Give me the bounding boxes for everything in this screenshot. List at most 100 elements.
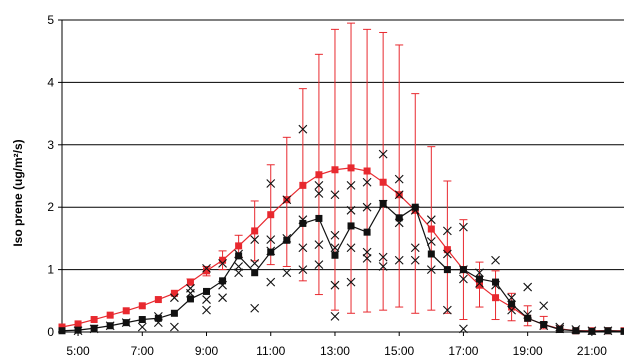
x-marker-stroke — [105, 321, 115, 331]
x-marker-point — [170, 293, 179, 303]
red-square-point — [170, 289, 178, 297]
x-marker-point — [346, 180, 356, 190]
x-marker-stroke — [266, 235, 276, 245]
x-marker-stroke — [410, 243, 420, 253]
y-tick-label: 3 — [47, 138, 54, 152]
axes — [58, 19, 624, 336]
x-marker-point — [282, 268, 292, 278]
x-marker-point — [137, 322, 147, 332]
x-marker-stroke — [266, 277, 276, 287]
x-marker-stroke — [330, 230, 340, 240]
x-marker-stroke — [475, 278, 484, 288]
x-marker-point — [73, 326, 83, 336]
x-marker-point — [442, 226, 452, 236]
black-square-point — [395, 214, 403, 222]
x-marker-point — [507, 293, 516, 303]
x-marker-point — [105, 321, 115, 331]
red-square-point — [267, 211, 275, 219]
tick-labels: 0 1 2 3 4 5 5:00 7:00 9:00 11:00 13:00 15:00 17:00 19… — [47, 13, 607, 358]
x-marker-point — [378, 149, 388, 159]
x-tick-label: 17:00 — [448, 344, 478, 358]
red-square-point — [122, 307, 130, 315]
x-marker-stroke — [426, 265, 436, 274]
x-marker-point — [378, 262, 388, 271]
red-square-point — [203, 267, 211, 275]
x-marker-stroke — [394, 190, 404, 200]
red-series-line — [61, 167, 624, 332]
x-marker-stroke — [587, 326, 597, 336]
x-marker-point — [266, 179, 276, 188]
red-square-point — [363, 167, 371, 175]
x-marker-point — [282, 234, 292, 243]
black-square-point — [508, 300, 516, 308]
black-square-point — [235, 252, 243, 260]
black-square-point — [170, 309, 178, 317]
x-marker-stroke — [442, 249, 452, 259]
x-marker-stroke — [410, 205, 420, 215]
x-marker-point — [298, 124, 308, 134]
black-square-point — [540, 321, 548, 329]
x-marker-point — [282, 195, 292, 205]
x-marker-stroke — [298, 215, 308, 225]
x-marker-point — [410, 243, 420, 253]
x-marker-point — [153, 318, 163, 328]
x-marker-stroke — [523, 310, 533, 319]
x-marker-stroke — [314, 260, 324, 269]
red-square-point — [90, 316, 98, 324]
black-square-point — [411, 203, 419, 211]
x-marker-point — [202, 305, 211, 315]
x-marker-stroke — [442, 226, 452, 236]
x-marker-point — [555, 322, 565, 332]
x-marker-point — [346, 205, 356, 215]
x-marker-point — [426, 237, 436, 246]
x-marker-point — [459, 265, 468, 274]
x-marker-point — [378, 252, 388, 262]
black-square-point — [186, 295, 194, 303]
x-marker-stroke — [394, 174, 404, 184]
x-marker-point — [266, 246, 276, 256]
red-square-point — [154, 296, 162, 304]
x-marker-point — [571, 325, 581, 334]
black-square-point — [620, 327, 624, 335]
red-square-point — [475, 281, 483, 289]
x-marker-point — [523, 310, 533, 319]
black-square-point — [475, 275, 483, 283]
x-marker-stroke — [555, 324, 565, 334]
y-axis-title: Iso prene (ug/m²/s) — [11, 139, 25, 246]
x-marker-point — [603, 326, 613, 336]
x-marker-stroke — [346, 277, 356, 287]
red-square-point — [331, 166, 339, 174]
x-marker-stroke — [282, 234, 292, 243]
x-marker-point — [394, 255, 404, 265]
x-marker-point — [442, 249, 452, 259]
x-marker-point — [186, 283, 195, 293]
x-marker-stroke — [89, 324, 99, 334]
x-marker-stroke — [459, 265, 468, 274]
x-marker-point — [314, 260, 324, 269]
x-marker-point — [314, 180, 324, 190]
x-marker-point — [410, 255, 420, 265]
x-marker-stroke — [362, 177, 372, 187]
x-marker-point — [121, 318, 131, 328]
x-marker-stroke — [603, 326, 613, 336]
x-marker-stroke — [555, 322, 565, 332]
x-marker-point — [330, 280, 340, 290]
black-square-point — [267, 248, 275, 256]
x-marker-point — [250, 235, 260, 245]
x-marker-point — [394, 190, 404, 200]
x-marker-stroke — [491, 280, 500, 290]
x-marker-point — [459, 222, 468, 232]
x-marker-stroke — [410, 255, 420, 265]
black-square-point — [363, 228, 371, 236]
x-marker-stroke — [202, 305, 211, 315]
x-marker-stroke — [459, 274, 468, 284]
x-marker-stroke — [282, 268, 292, 278]
x-marker-point — [523, 282, 533, 292]
red-square-point — [138, 302, 146, 310]
x-marker-stroke — [314, 240, 324, 250]
black-square-point — [443, 266, 451, 274]
x-tick-label: 13:00 — [320, 344, 350, 358]
x-marker-stroke — [346, 205, 356, 215]
x-tick-label: 19:00 — [513, 344, 543, 358]
x-marker-stroke — [346, 243, 356, 253]
